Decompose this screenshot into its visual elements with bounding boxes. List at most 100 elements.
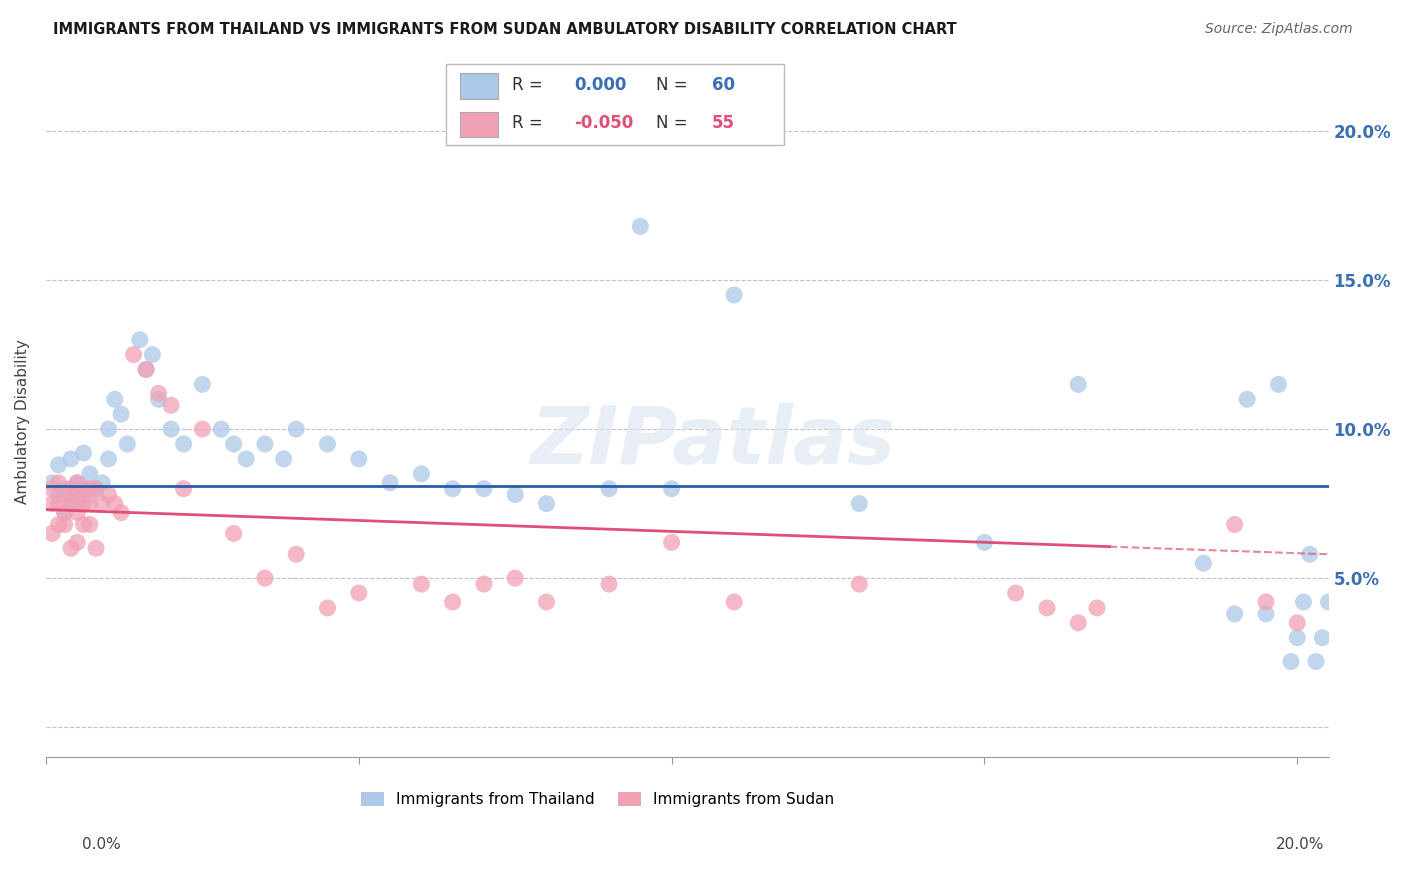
Point xyxy=(110,506,132,520)
Text: IMMIGRANTS FROM THAILAND VS IMMIGRANTS FROM SUDAN AMBULATORY DISABILITY CORRELAT: IMMIGRANTS FROM THAILAND VS IMMIGRANTS F… xyxy=(53,22,957,37)
Text: 0.000: 0.000 xyxy=(574,77,626,95)
Point xyxy=(536,497,558,511)
Point xyxy=(72,446,94,460)
Point xyxy=(209,422,232,436)
Point xyxy=(472,482,495,496)
Text: -0.050: -0.050 xyxy=(574,114,633,132)
Point xyxy=(1286,615,1309,630)
Point xyxy=(536,595,558,609)
Point xyxy=(97,488,120,502)
Point xyxy=(285,547,308,561)
Point xyxy=(253,571,276,585)
Point xyxy=(1299,547,1322,561)
Point xyxy=(1067,377,1090,392)
Point xyxy=(41,497,63,511)
Point xyxy=(66,535,89,549)
Point xyxy=(66,488,89,502)
Point xyxy=(48,517,70,532)
Point xyxy=(222,526,245,541)
Point xyxy=(84,541,107,556)
Point xyxy=(53,506,76,520)
Point xyxy=(411,467,433,481)
Point xyxy=(117,437,139,451)
Point xyxy=(72,497,94,511)
Point xyxy=(97,451,120,466)
Point xyxy=(110,407,132,421)
Point xyxy=(53,506,76,520)
Point xyxy=(848,497,870,511)
Point xyxy=(104,392,127,407)
Point xyxy=(598,482,620,496)
Point xyxy=(141,348,163,362)
Point xyxy=(973,535,995,549)
Point xyxy=(48,475,70,490)
Point xyxy=(503,571,526,585)
Legend: Immigrants from Thailand, Immigrants from Sudan: Immigrants from Thailand, Immigrants fro… xyxy=(354,786,839,813)
Point xyxy=(48,458,70,472)
Point xyxy=(41,482,63,496)
Point xyxy=(84,482,107,496)
Point xyxy=(72,517,94,532)
Point xyxy=(48,488,70,502)
Text: Source: ZipAtlas.com: Source: ZipAtlas.com xyxy=(1205,22,1353,37)
Point xyxy=(1067,615,1090,630)
Point xyxy=(1236,392,1258,407)
Point xyxy=(723,595,745,609)
Point xyxy=(1305,655,1327,669)
Point xyxy=(79,497,101,511)
Point xyxy=(1279,655,1302,669)
Point xyxy=(1292,595,1315,609)
Point xyxy=(191,422,214,436)
Point xyxy=(235,451,257,466)
Point xyxy=(48,497,70,511)
Point xyxy=(59,493,82,508)
Point xyxy=(72,482,94,496)
Point xyxy=(661,482,683,496)
Text: 55: 55 xyxy=(711,114,734,132)
Text: 20.0%: 20.0% xyxy=(1277,838,1324,852)
FancyBboxPatch shape xyxy=(446,64,785,145)
Point xyxy=(441,482,464,496)
Point xyxy=(91,497,114,511)
Point xyxy=(41,475,63,490)
Text: R =: R = xyxy=(512,77,548,95)
Point xyxy=(347,451,370,466)
Point xyxy=(1286,631,1309,645)
Text: R =: R = xyxy=(512,114,548,132)
Point xyxy=(84,482,107,496)
Point xyxy=(173,437,195,451)
FancyBboxPatch shape xyxy=(460,112,498,137)
Point xyxy=(1310,631,1333,645)
Text: N =: N = xyxy=(657,77,693,95)
Point xyxy=(661,535,683,549)
Point xyxy=(598,577,620,591)
Point xyxy=(148,392,170,407)
Text: 0.0%: 0.0% xyxy=(82,838,121,852)
Point xyxy=(1004,586,1026,600)
Point xyxy=(41,526,63,541)
Point xyxy=(503,488,526,502)
Point xyxy=(160,422,183,436)
Point xyxy=(723,288,745,302)
Point xyxy=(66,506,89,520)
Point xyxy=(97,422,120,436)
Point xyxy=(53,482,76,496)
Point xyxy=(1192,556,1215,570)
Point xyxy=(1223,607,1246,621)
Point xyxy=(59,541,82,556)
Point xyxy=(848,577,870,591)
Point xyxy=(53,488,76,502)
Point xyxy=(148,386,170,401)
Y-axis label: Ambulatory Disability: Ambulatory Disability xyxy=(15,339,30,504)
Point xyxy=(411,577,433,591)
Point xyxy=(72,482,94,496)
Point xyxy=(191,377,214,392)
Point xyxy=(122,348,145,362)
Point xyxy=(66,497,89,511)
Point xyxy=(273,451,295,466)
Point xyxy=(53,517,76,532)
Point xyxy=(1254,595,1277,609)
Point xyxy=(1085,601,1108,615)
Point xyxy=(79,488,101,502)
Point xyxy=(1036,601,1059,615)
